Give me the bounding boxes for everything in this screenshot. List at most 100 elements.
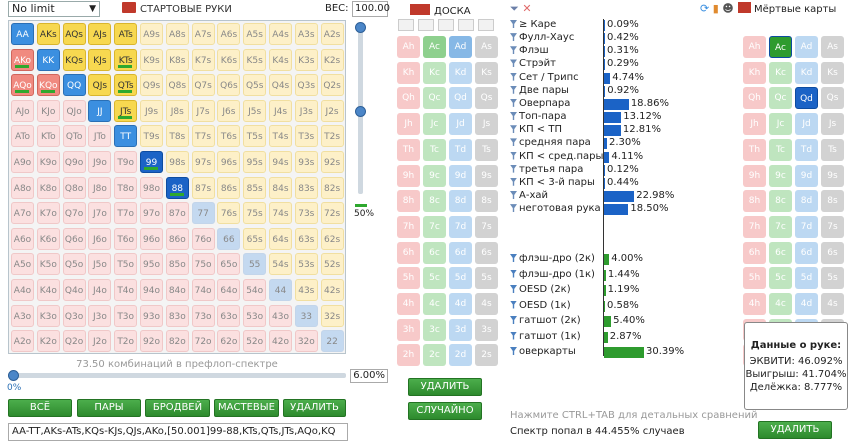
- board-card-2h[interactable]: 2h: [397, 344, 420, 367]
- dead-card-7h[interactable]: 7h: [743, 215, 766, 238]
- dead-card-Jh[interactable]: Jh: [743, 113, 766, 136]
- board-slot[interactable]: [478, 19, 494, 31]
- hand-cell-Q9o[interactable]: Q9o: [62, 151, 86, 173]
- hand-cell-JJ[interactable]: JJ: [88, 99, 112, 122]
- hand-cell-94s[interactable]: 94s: [269, 151, 292, 173]
- hand-cell-87s[interactable]: 87s: [191, 176, 215, 199]
- hand-cell-84s[interactable]: 84s: [269, 176, 292, 199]
- board-card-Jd[interactable]: Jd: [449, 113, 472, 136]
- stat-row[interactable]: КП < ТП: [510, 124, 562, 136]
- hand-cell-Q3s[interactable]: Q3s: [294, 74, 318, 97]
- filter-icon[interactable]: [510, 20, 517, 28]
- hand-cell-98s[interactable]: 98s: [165, 151, 189, 173]
- hand-cell-T9s[interactable]: T9s: [140, 125, 163, 148]
- hand-cell-55[interactable]: 55: [243, 253, 267, 276]
- hand-cell-62o[interactable]: 62o: [217, 330, 241, 353]
- board-card-7d[interactable]: 7d: [449, 215, 472, 238]
- hand-cell-AJo[interactable]: AJo: [11, 99, 34, 122]
- board-slot[interactable]: [398, 19, 414, 31]
- board-card-Qd[interactable]: Qd: [449, 87, 472, 110]
- dead-card-Qh[interactable]: Qh: [743, 87, 766, 110]
- range-text-field[interactable]: AA-TT,AKs-ATs,KQs-KJs,QJs,AKo,[50.001]99…: [8, 423, 348, 441]
- hand-cell-T8s[interactable]: T8s: [165, 125, 189, 148]
- dead-card-Kc[interactable]: Kc: [769, 61, 792, 84]
- dead-card-Qs[interactable]: Qs: [821, 87, 844, 110]
- hand-cell-87o[interactable]: 87o: [165, 202, 189, 225]
- hand-cell-T5s[interactable]: T5s: [243, 125, 267, 148]
- vertical-weight-slider[interactable]: [355, 20, 366, 202]
- hand-cell-T3o[interactable]: T3o: [114, 304, 138, 327]
- hand-cell-K4o[interactable]: K4o: [36, 279, 60, 301]
- board-card-3h[interactable]: 3h: [397, 318, 420, 341]
- hand-cell-Q5s[interactable]: Q5s: [243, 74, 267, 97]
- board-card-4h[interactable]: 4h: [397, 293, 420, 315]
- filter-icon[interactable]: [510, 177, 517, 186]
- dead-card-5h[interactable]: 5h: [743, 267, 766, 290]
- board-card-4s[interactable]: 4s: [475, 293, 498, 315]
- hand-cell-J6s[interactable]: J6s: [217, 99, 241, 122]
- hand-cell-93s[interactable]: 93s: [294, 151, 318, 173]
- hand-cell-T7o[interactable]: T7o: [114, 202, 138, 225]
- hand-cell-77[interactable]: 77: [191, 202, 215, 225]
- hand-cell-64s[interactable]: 64s: [269, 227, 292, 250]
- hand-cell-A6o[interactable]: A6o: [11, 227, 34, 250]
- hand-cell-83s[interactable]: 83s: [294, 176, 318, 199]
- stat-row[interactable]: Оверпара: [510, 98, 570, 110]
- hand-cell-52o[interactable]: 52o: [243, 330, 267, 353]
- board-card-8d[interactable]: 8d: [449, 190, 472, 213]
- hand-cell-K8o[interactable]: K8o: [36, 176, 60, 199]
- hand-cell-J4o[interactable]: J4o: [88, 279, 112, 301]
- hand-cell-KTo[interactable]: KTo: [36, 125, 60, 148]
- hand-cell-K5o[interactable]: K5o: [36, 253, 60, 276]
- dead-card-As[interactable]: As: [821, 36, 844, 58]
- hand-cell-J6o[interactable]: J6o: [88, 227, 112, 250]
- hand-cell-K6o[interactable]: K6o: [36, 227, 60, 250]
- hand-cell-72s[interactable]: 72s: [320, 202, 344, 225]
- board-card-2s[interactable]: 2s: [475, 344, 498, 367]
- board-card-Qh[interactable]: Qh: [397, 87, 420, 110]
- hand-cell-KJs[interactable]: KJs: [88, 48, 112, 71]
- hand-cell-83o[interactable]: 83o: [165, 304, 189, 327]
- dead-card-5c[interactable]: 5c: [769, 267, 792, 290]
- hand-cell-J8s[interactable]: J8s: [165, 99, 189, 122]
- hand-cell-Q4o[interactable]: Q4o: [62, 279, 86, 301]
- hand-cell-A4o[interactable]: A4o: [11, 279, 34, 301]
- hand-cell-AKo[interactable]: AKo: [11, 48, 34, 71]
- board-card-Ts[interactable]: Ts: [475, 138, 498, 161]
- stat-row[interactable]: КП < 3-й пары: [510, 177, 595, 189]
- hand-cell-ATs[interactable]: ATs: [114, 23, 138, 45]
- board-card-2c[interactable]: 2c: [423, 344, 446, 367]
- dead-cards-clear-button[interactable]: УДАЛИТЬ: [758, 421, 832, 439]
- board-card-6c[interactable]: 6c: [423, 241, 446, 264]
- hand-cell-T8o[interactable]: T8o: [114, 176, 138, 199]
- filter-icon[interactable]: [510, 112, 517, 121]
- board-card-8c[interactable]: 8c: [423, 190, 446, 213]
- hand-cell-A8o[interactable]: A8o: [11, 176, 34, 199]
- hand-cell-AKs[interactable]: AKs: [36, 23, 60, 45]
- chart-icon[interactable]: ▮: [712, 2, 719, 15]
- stat-row[interactable]: Флэш: [510, 45, 549, 57]
- hand-cell-J5o[interactable]: J5o: [88, 253, 112, 276]
- board-card-6h[interactable]: 6h: [397, 241, 420, 264]
- hand-cell-A2o[interactable]: A2o: [11, 330, 34, 353]
- stat-row[interactable]: OESD (2к): [510, 284, 571, 296]
- hand-cell-94o[interactable]: 94o: [140, 279, 163, 301]
- hand-cell-Q6s[interactable]: Q6s: [217, 74, 241, 97]
- hand-cell-T9o[interactable]: T9o: [114, 151, 138, 173]
- hand-cell-KQs[interactable]: KQs: [62, 48, 86, 71]
- board-card-Td[interactable]: Td: [449, 138, 472, 161]
- board-card-Ks[interactable]: Ks: [475, 61, 498, 84]
- board-card-5c[interactable]: 5c: [423, 267, 446, 290]
- hand-cell-62s[interactable]: 62s: [320, 227, 344, 250]
- dead-card-4s[interactable]: 4s: [821, 293, 844, 315]
- filter-icon[interactable]: [510, 300, 517, 309]
- dead-card-Td[interactable]: Td: [795, 138, 818, 161]
- hand-cell-T2s[interactable]: T2s: [320, 125, 344, 148]
- hand-cell-84o[interactable]: 84o: [165, 279, 189, 301]
- board-card-Kd[interactable]: Kd: [449, 61, 472, 84]
- hand-cell-96s[interactable]: 96s: [217, 151, 241, 173]
- hand-cell-96o[interactable]: 96o: [140, 227, 163, 250]
- hand-cell-J7s[interactable]: J7s: [191, 99, 215, 122]
- hand-cell-Q8o[interactable]: Q8o: [62, 176, 86, 199]
- hand-cell-K3s[interactable]: K3s: [294, 48, 318, 71]
